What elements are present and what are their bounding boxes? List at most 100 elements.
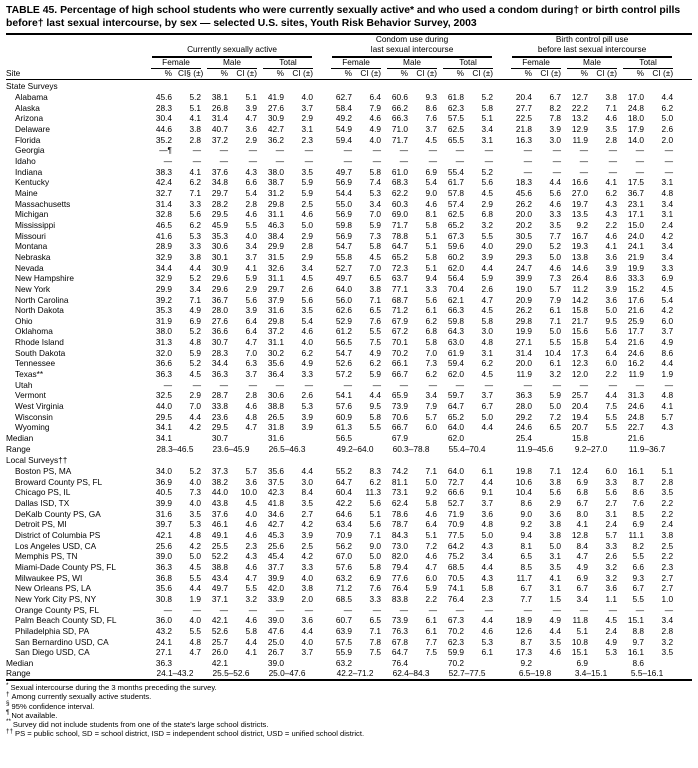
value-cell: 5.5 bbox=[189, 625, 201, 636]
value-cell: — bbox=[664, 155, 674, 166]
value-cell: 2.9 bbox=[245, 283, 257, 294]
column-gap bbox=[316, 380, 328, 391]
value-cell: 3.4 bbox=[245, 241, 257, 252]
value-cell: 27.0 bbox=[571, 187, 589, 198]
table-row: North Carolina 39.2 7.1 36.7 5.6 37.9 5.6 56.0 7… bbox=[6, 295, 692, 306]
value-cell: 36.3 bbox=[515, 390, 533, 401]
value-cell: 3.3 bbox=[301, 561, 314, 572]
value-cell: 39.7 bbox=[155, 519, 172, 530]
value-cell: 45.3 bbox=[267, 529, 284, 540]
value-cell: 21.9 bbox=[627, 251, 645, 262]
value-cell: 4.2 bbox=[189, 540, 201, 551]
value-cell: 5.5 bbox=[632, 593, 645, 604]
table-row: Maine 32.7 7.1 29.7 5.4 31.2 5.9 54.4 5.3 62.2 9.0… bbox=[6, 188, 692, 199]
value-cell: 7.7 bbox=[425, 636, 438, 647]
value-cell: 46.1 bbox=[211, 519, 228, 530]
column-gap bbox=[316, 626, 328, 637]
value-cell: 4.5 bbox=[481, 187, 494, 198]
value-cell: 7.6 bbox=[369, 583, 382, 594]
value-cell: 23.1 bbox=[627, 198, 645, 209]
median-cell: 70.2 bbox=[447, 657, 465, 668]
value-cell: 34.0 bbox=[155, 466, 172, 476]
value-cell: 77.6 bbox=[391, 572, 409, 583]
value-cell: 6.1 bbox=[425, 615, 438, 626]
section-header-row: State Surveys bbox=[6, 80, 692, 92]
value-cell: 5.9 bbox=[245, 273, 257, 284]
value-cell: — bbox=[275, 379, 284, 390]
median-cell: 21.6 bbox=[627, 433, 645, 444]
value-cell: 11.3 bbox=[365, 487, 382, 498]
value-cell: 42.1 bbox=[211, 615, 228, 626]
site-cell: Michigan bbox=[15, 209, 49, 220]
value-cell: 4.0 bbox=[189, 615, 201, 626]
value-cell: 24.6 bbox=[627, 401, 645, 412]
value-cell: — bbox=[163, 379, 172, 390]
value-cell: 4.8 bbox=[189, 337, 201, 348]
site-cell: San Diego USD, CA bbox=[15, 647, 90, 658]
value-cell: 26.2 bbox=[515, 198, 533, 209]
value-cell: 76.4 bbox=[447, 593, 465, 604]
value-cell: — bbox=[372, 604, 382, 615]
value-cell: 8.7 bbox=[632, 476, 645, 487]
table-right-margin bbox=[676, 626, 692, 637]
value-cell: 12.6 bbox=[515, 625, 533, 636]
site-cell: North Dakota bbox=[15, 305, 64, 316]
value-cell: — bbox=[484, 604, 494, 615]
range-cell: 9.2–27.0 bbox=[574, 443, 608, 454]
column-gap bbox=[496, 422, 508, 433]
value-cell: 33.9 bbox=[267, 593, 284, 604]
table-row: Alaska 28.3 5.1 26.8 3.9 27.6 3.7 58.4 7.9 66.2 8.… bbox=[6, 103, 692, 114]
value-cell: 4.2 bbox=[301, 519, 314, 530]
column-gap bbox=[316, 135, 328, 146]
value-cell: 5.0 bbox=[481, 529, 494, 540]
value-cell: 4.3 bbox=[661, 422, 674, 433]
value-cell: 70.9 bbox=[335, 529, 353, 540]
value-cell: 30.2 bbox=[267, 347, 284, 358]
value-cell: 56.4 bbox=[447, 273, 465, 284]
value-cell: — bbox=[523, 145, 533, 156]
value-cell: 2.2 bbox=[661, 497, 674, 508]
footnote-text: Sexual intercourse during the 3 months p… bbox=[10, 683, 217, 693]
value-cell: 3.3 bbox=[661, 262, 674, 273]
value-cell: 24.8 bbox=[627, 102, 645, 113]
value-cell: 42.7 bbox=[267, 124, 284, 134]
value-cell: 8.5 bbox=[632, 508, 645, 519]
value-cell: — bbox=[523, 155, 533, 166]
value-cell: 2.3 bbox=[301, 134, 314, 145]
value-cell: 4.4 bbox=[245, 636, 257, 647]
value-cell: 3.6 bbox=[549, 508, 562, 519]
value-cell: 6.0 bbox=[425, 422, 438, 433]
value-cell: — bbox=[579, 145, 589, 156]
value-cell bbox=[358, 433, 384, 444]
value-cell: 4.1 bbox=[245, 262, 257, 273]
value-cell: 52.9 bbox=[335, 315, 353, 326]
value-cell: 2.9 bbox=[481, 198, 494, 209]
value-cell: 36.6 bbox=[211, 326, 228, 337]
table-row: Nevada 34.4 4.4 30.9 4.1 32.6 3.4 52.7 7.0 72.3 5.… bbox=[6, 263, 692, 274]
site-cell: Georgia bbox=[15, 145, 45, 156]
value-cell: 19.3 bbox=[571, 241, 589, 252]
value-cell: — bbox=[664, 379, 674, 390]
column-gap bbox=[316, 422, 328, 433]
value-cell: 68.3 bbox=[391, 177, 409, 188]
footnote: ** Survey did not include students from o… bbox=[6, 719, 692, 729]
site-cell: Palm Beach County SD, FL bbox=[15, 615, 117, 626]
range-cell: 24.1–43.2 bbox=[156, 668, 194, 679]
value-cell: 31.4 bbox=[211, 113, 228, 124]
value-cell: 38.0 bbox=[267, 166, 284, 177]
value-cell: — bbox=[552, 604, 562, 615]
table-body: State Surveys Alabama 45.6 5.2 38.1 5.1 41.9 4.… bbox=[6, 80, 692, 680]
value-cell: 5.0 bbox=[301, 219, 314, 230]
value-cell: 5.8 bbox=[369, 166, 382, 177]
value-cell: 5.3 bbox=[481, 636, 494, 647]
site-cell: Utah bbox=[15, 379, 33, 390]
value-cell: 5.7 bbox=[245, 466, 257, 476]
value-cell: 4.4 bbox=[301, 466, 314, 476]
value-cell: 41.8 bbox=[267, 497, 284, 508]
median-cell: 36.3 bbox=[155, 657, 172, 668]
value-cell: 3.7 bbox=[661, 326, 674, 337]
value-cell: 5.0 bbox=[549, 540, 562, 551]
site-cell: Nevada bbox=[15, 262, 44, 273]
site-cell: Memphis PS, TN bbox=[15, 551, 78, 562]
value-cell: 34.1 bbox=[155, 422, 172, 433]
